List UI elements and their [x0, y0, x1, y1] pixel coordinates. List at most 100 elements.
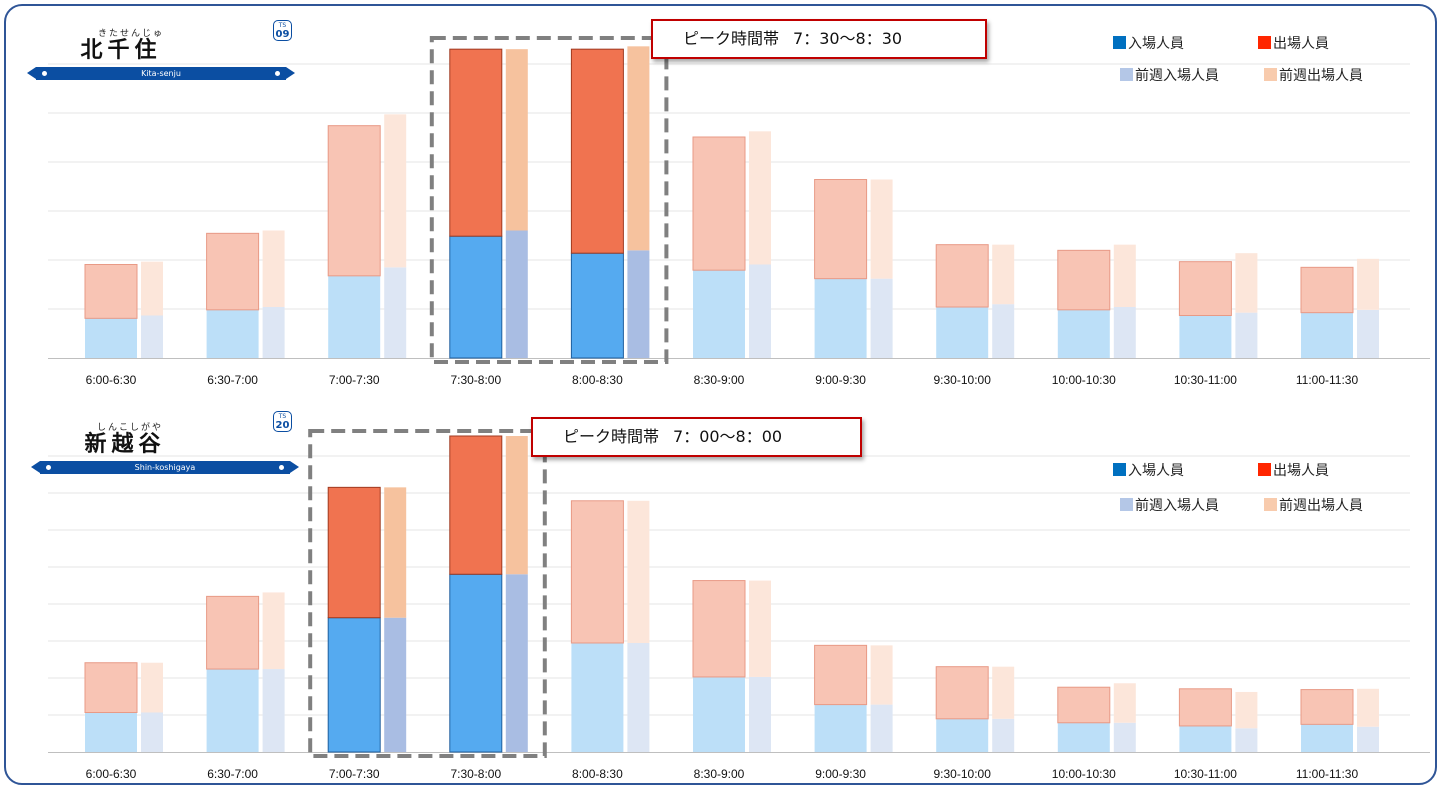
bar-entry	[1301, 724, 1353, 752]
bar-exit	[1057, 249, 1111, 311]
bar-entry	[449, 235, 503, 359]
bar-prev-exit	[749, 580, 771, 677]
bar-entry	[1057, 722, 1110, 752]
bar-prev-entry	[627, 642, 650, 752]
legend-label: 前週入場人員	[1135, 498, 1219, 514]
x-tick-label: 7:30-8:00	[450, 767, 501, 781]
bar-prev-exit	[749, 131, 771, 265]
bar-entry	[814, 278, 867, 358]
bar-prev-entry	[262, 669, 285, 752]
station-romaji: Shin-koshigaya	[134, 463, 196, 472]
x-tick-label: 8:30-9:00	[694, 373, 745, 387]
bar-exit	[570, 500, 624, 644]
x-tick-label: 9:30-10:00	[934, 373, 992, 387]
kita-senju-panel: 6:00-6:30 6:30-7:00 7:00-7:30 7:30-8:00 8:00…	[0, 0, 1445, 395]
bar-dot-left	[42, 71, 47, 76]
bar-prev-exit	[1235, 253, 1258, 313]
bar-prev-entry	[1235, 312, 1258, 358]
peak-time: 7：30～8：30	[793, 29, 903, 48]
bar-prev-entry	[1235, 728, 1258, 752]
bar-exit	[84, 264, 138, 319]
legend-label: 前週出場人員	[1279, 68, 1363, 84]
bar-prev-entry	[749, 676, 771, 752]
x-tick-label: 6:30-7:00	[207, 767, 258, 781]
bar-exit	[692, 136, 746, 271]
legend-entry-series-3: 前週入場人員	[1120, 65, 1219, 85]
bar-exit	[449, 435, 503, 575]
bar-prev-entry	[1113, 307, 1136, 358]
bar-dot-right	[275, 71, 280, 76]
swatch	[1120, 498, 1133, 511]
shin-koshigaya-panel: 6:00-6:30 6:30-7:00 7:00-7:30 7:30-8:00 8:00…	[0, 396, 1445, 791]
bar-entry	[85, 318, 137, 358]
x-tick-label: 8:00-8:30	[572, 373, 623, 387]
swatch	[1264, 498, 1277, 511]
bar-exit	[692, 580, 746, 678]
legend-label: 入場人員	[1128, 36, 1184, 52]
x-tick-label: 9:00-9:30	[815, 373, 866, 387]
bar-prev-entry	[870, 704, 893, 752]
x-tick-label: 11:00-11:30	[1296, 373, 1359, 387]
x-tick-label: 10:30-11:00	[1174, 373, 1237, 387]
swatch	[1113, 463, 1126, 476]
bar-exit	[1178, 261, 1232, 316]
bar-prev-entry	[1357, 309, 1379, 358]
bar-prev-entry	[992, 304, 1015, 358]
bar-exit	[206, 232, 260, 311]
peak-label: ピーク時間帯	[683, 29, 780, 48]
station-furigana: しんこしがや	[96, 423, 163, 433]
bar-prev-exit	[141, 662, 163, 713]
bar-prev-exit	[384, 487, 407, 618]
station-sign: きたせんじゅ 北千住 Kita-senju	[27, 26, 295, 80]
peak-highlight-box	[308, 429, 547, 758]
bar-prev-exit	[992, 666, 1015, 719]
bar-exit	[1300, 266, 1354, 314]
bar-prev-exit	[627, 500, 650, 643]
station-romaji: Kita-senju	[141, 69, 181, 78]
legend-label: 前週入場人員	[1135, 68, 1219, 84]
x-tick-label: 6:00-6:30	[86, 767, 137, 781]
shin-koshigaya-chart: 6:00-6:30 6:30-7:00 7:00-7:30 7:30-8:00 8:00…	[48, 429, 1430, 781]
bar-prev-exit	[627, 46, 650, 251]
bar-prev-entry	[1113, 722, 1136, 752]
bar-entry	[571, 642, 624, 752]
x-tick-label: 7:00-7:30	[329, 373, 380, 387]
peak-time: 7：00～8：00	[673, 427, 783, 446]
swatch	[1264, 68, 1277, 81]
x-tick-label: 8:30-9:00	[694, 767, 745, 781]
bar-entry	[936, 307, 989, 358]
bar-exit	[206, 595, 260, 670]
bar-exit	[327, 125, 381, 277]
legend-entry-series-1: 入場人員	[1113, 33, 1184, 53]
legend-label: 前週出場人員	[1279, 498, 1363, 514]
bar-entry	[206, 669, 259, 752]
kita-senju-chart: 6:00-6:30 6:30-7:00 7:00-7:30 7:30-8:00 8:00…	[48, 36, 1430, 387]
bar-dot-left	[46, 465, 51, 470]
bar-prev-entry	[749, 264, 771, 358]
line-code: TS	[278, 413, 287, 420]
legend-entry-series-4: 前週出場人員	[1264, 65, 1363, 85]
bar-prev-exit	[1357, 258, 1379, 310]
legend-entry-series-2: 出場人員	[1258, 460, 1329, 480]
station-code-badge: TS 20	[273, 411, 292, 432]
bar-exit	[327, 486, 381, 619]
bar-exit	[1057, 686, 1111, 724]
x-tick-label: 9:00-9:30	[815, 767, 866, 781]
bar-entry	[693, 270, 745, 358]
bar-prev-exit	[262, 230, 285, 307]
bar-exit	[935, 244, 989, 308]
bar-entry	[1179, 315, 1232, 358]
bar-prev-exit	[505, 49, 528, 231]
x-tick-label: 10:30-11:00	[1174, 767, 1237, 781]
station-name: 新越谷	[84, 432, 166, 457]
legend-label: 入場人員	[1128, 463, 1184, 479]
bar-exit	[814, 644, 868, 706]
legend-entry-series-2: 出場人員	[1258, 33, 1329, 53]
bar-prev-exit	[262, 592, 285, 670]
swatch	[1113, 36, 1126, 49]
legend-entry-series-3: 前週入場人員	[1120, 495, 1219, 515]
bar-entry	[1179, 725, 1232, 752]
bar-prev-entry	[627, 250, 650, 358]
bar-entry	[1057, 309, 1110, 358]
bar-prev-entry	[505, 574, 528, 752]
